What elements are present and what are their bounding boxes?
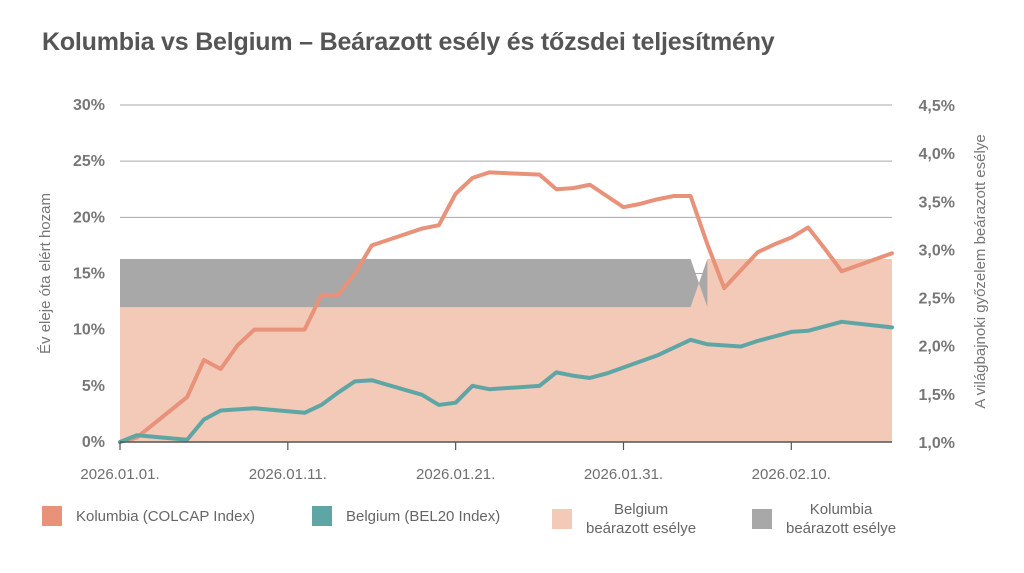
legend-item-colombia: Kolumbia (COLCAP Index) [42, 506, 255, 526]
y2-tick-label: 4,0% [919, 146, 955, 163]
y2-tick-label: 1,5% [919, 387, 955, 404]
axes: 0% 5% 10% 15% 20% 25% 30% 1,0% 1,5% 2,0% 2,5% 3,0% 3… [37, 97, 989, 483]
legend-swatch-belgium-prob [552, 509, 572, 529]
y-tick-label: 0% [82, 434, 105, 451]
legend-label-colombia-prob-line2: beárazott esélye [786, 520, 897, 537]
line-belgium [118, 319, 894, 444]
legend-label-colombia-prob-line1: Kolumbia [809, 501, 873, 518]
area-colombia-prob [120, 259, 708, 308]
legend-item-belgium: Belgium (BEL20 Index) [312, 506, 500, 526]
y2-tick-label: 3,0% [919, 242, 955, 259]
legend-swatch-belgium [312, 506, 332, 526]
legend-label-belgium: Belgium (BEL20 Index) [346, 507, 501, 525]
x-tick-label: 2026.01.31. [584, 466, 663, 483]
y2-axis-title: A világbajnoki győzelem beárazott esélye [972, 134, 989, 408]
legend-item-belgium-prob: Belgium beárazott esélye [552, 500, 696, 538]
x-tick-label: 2026.01.01. [80, 466, 159, 483]
legend-label-belgium-prob-line2: beárazott esélye [586, 520, 697, 537]
x-tick-label: 2026.01.21. [416, 466, 495, 483]
x-tick-label: 2026.02.10. [752, 466, 831, 483]
y2-tick-label: 2,0% [919, 339, 955, 356]
legend-swatch-colombia-prob [752, 509, 772, 529]
legend-swatch-colombia [42, 506, 62, 526]
chart-title: Kolumbia vs Belgium – Beárazott esély és… [42, 28, 775, 56]
legend-item-colombia-prob: Kolumbia beárazott esélye [752, 500, 896, 538]
line-colombia [118, 170, 894, 444]
x-tick-label: 2026.01.11. [249, 466, 327, 483]
y-tick-label: 20% [73, 209, 105, 226]
y2-tick-label: 2,5% [919, 291, 955, 308]
legend-label-belgium-prob-line1: Belgium [613, 501, 669, 518]
probability-areas [120, 259, 892, 442]
y-tick-label: 10% [73, 322, 105, 339]
y-tick-label: 25% [73, 153, 105, 170]
y-axis-title: Év eleje óta elért hozam [37, 193, 54, 354]
y2-tick-label: 1,0% [919, 435, 955, 452]
index-lines [118, 170, 894, 444]
legend-label-colombia: Kolumbia (COLCAP Index) [76, 507, 255, 525]
y-tick-label: 30% [73, 97, 105, 114]
y-tick-label: 15% [73, 266, 105, 283]
y2-tick-label: 3,5% [919, 194, 955, 211]
y-tick-label: 5% [82, 378, 105, 395]
legend-label-colombia-prob: Kolumbia beárazott esélye [786, 500, 896, 538]
legend-label-belgium-prob: Belgium beárazott esélye [586, 500, 696, 538]
area-belgium-prob [120, 259, 892, 442]
y2-tick-label: 4,5% [919, 98, 955, 115]
